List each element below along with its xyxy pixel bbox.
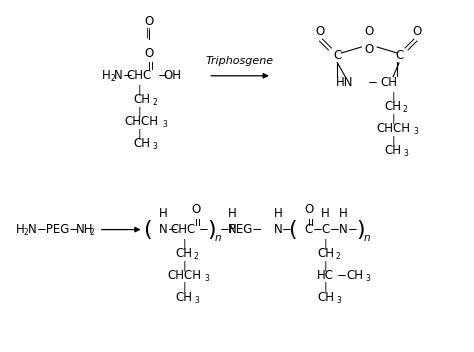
Text: O: O — [365, 25, 374, 38]
Text: CH: CH — [317, 247, 334, 260]
Text: N: N — [273, 223, 282, 236]
Text: ‖: ‖ — [146, 28, 151, 38]
Text: 2: 2 — [110, 74, 115, 83]
Text: −: − — [347, 223, 357, 236]
Text: |: | — [182, 238, 186, 249]
Text: −: − — [329, 223, 339, 236]
Text: CH: CH — [347, 269, 364, 282]
Text: CHCH: CHCH — [376, 122, 410, 135]
Text: −: − — [367, 76, 377, 89]
Text: H: H — [159, 207, 168, 220]
Text: −: − — [337, 269, 346, 282]
Text: C: C — [395, 49, 403, 62]
Text: N: N — [159, 223, 168, 236]
Text: |: | — [138, 84, 141, 95]
Text: −PEG−: −PEG− — [37, 223, 81, 236]
Text: HN: HN — [336, 76, 353, 89]
Text: |: | — [138, 106, 141, 117]
Text: |: | — [182, 260, 186, 271]
Text: H: H — [321, 207, 330, 220]
Text: 2: 2 — [402, 105, 407, 114]
Text: CHCH: CHCH — [125, 115, 159, 128]
Text: H: H — [16, 223, 25, 236]
Text: H: H — [101, 69, 110, 82]
Text: CH: CH — [384, 144, 401, 157]
Text: Triphosgene: Triphosgene — [206, 56, 274, 66]
Text: (: ( — [288, 220, 297, 240]
Text: 3: 3 — [366, 274, 371, 283]
Text: |: | — [324, 238, 327, 249]
Text: NH: NH — [76, 223, 93, 236]
Text: (: ( — [143, 220, 152, 240]
Text: |: | — [391, 92, 395, 102]
Text: CHC: CHC — [126, 69, 151, 82]
Text: 2: 2 — [194, 252, 199, 261]
Text: CHCH: CHCH — [167, 269, 201, 282]
Text: −: − — [198, 223, 208, 236]
Text: H: H — [273, 207, 282, 220]
Text: 3: 3 — [162, 120, 167, 129]
Text: |: | — [391, 135, 395, 145]
Text: 3: 3 — [413, 127, 419, 136]
Text: CH: CH — [133, 93, 150, 106]
Text: |: | — [324, 282, 327, 293]
Text: −: − — [167, 223, 177, 236]
Text: N: N — [28, 223, 37, 236]
Text: HC: HC — [317, 269, 334, 282]
Text: |: | — [324, 260, 327, 271]
Text: N: N — [339, 223, 348, 236]
Text: 2: 2 — [152, 98, 157, 107]
Text: n: n — [364, 233, 371, 243]
Text: n: n — [215, 233, 221, 243]
Text: 3: 3 — [205, 274, 210, 283]
Text: CH: CH — [176, 290, 193, 303]
Text: 3: 3 — [152, 142, 157, 151]
Text: CH: CH — [176, 247, 193, 260]
Text: N: N — [228, 223, 237, 236]
Text: |: | — [391, 113, 395, 124]
Text: −: − — [312, 223, 322, 236]
Text: C: C — [321, 223, 329, 236]
Text: O: O — [412, 25, 421, 38]
Text: O: O — [304, 203, 313, 216]
Text: O: O — [191, 203, 201, 216]
Text: O: O — [144, 15, 153, 28]
Text: CHC: CHC — [171, 223, 196, 236]
Text: 3: 3 — [195, 296, 200, 304]
Text: ): ) — [207, 220, 216, 240]
Text: CH: CH — [317, 290, 334, 303]
Text: C: C — [304, 223, 313, 236]
Text: N: N — [114, 69, 123, 82]
Text: 3: 3 — [336, 296, 341, 304]
Text: ): ) — [356, 220, 365, 240]
Text: C: C — [333, 49, 342, 62]
Text: O: O — [144, 48, 153, 61]
Text: 2: 2 — [90, 228, 95, 237]
Text: CH: CH — [384, 100, 401, 113]
Text: H: H — [228, 207, 237, 220]
Text: |: | — [138, 128, 141, 139]
Text: |: | — [182, 282, 186, 293]
Text: CH: CH — [133, 137, 150, 150]
Text: −: − — [157, 69, 167, 82]
Text: CH: CH — [381, 76, 398, 89]
Text: 2: 2 — [335, 252, 340, 261]
Text: O: O — [315, 25, 324, 38]
Text: −: − — [282, 223, 292, 236]
Text: O: O — [365, 43, 374, 56]
Text: −PEG−: −PEG− — [219, 223, 263, 236]
Text: 2: 2 — [23, 228, 28, 237]
Text: −: − — [123, 69, 133, 82]
Text: H: H — [339, 207, 348, 220]
Text: OH: OH — [164, 69, 182, 82]
Text: 3: 3 — [403, 149, 409, 158]
